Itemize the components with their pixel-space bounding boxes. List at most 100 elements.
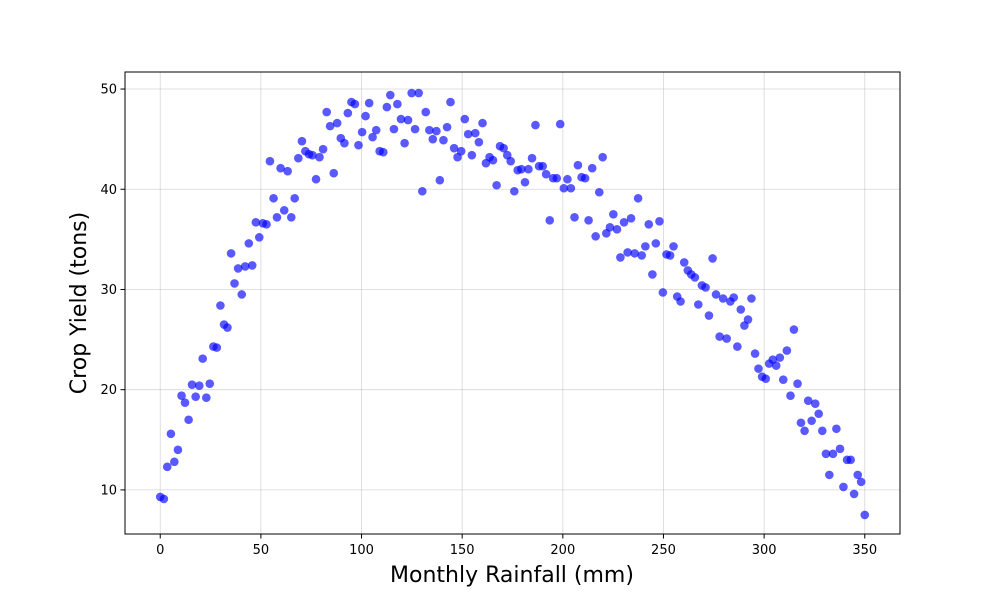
scatter-point xyxy=(162,462,172,472)
scatter-point xyxy=(474,137,484,147)
scatter-point xyxy=(619,218,629,227)
scatter-point xyxy=(796,418,806,428)
plot-area xyxy=(125,72,900,534)
x-axis-title: Monthly Rainfall (mm) xyxy=(390,563,634,588)
x-tick-label: 300 xyxy=(752,543,777,558)
scatter-point xyxy=(308,150,317,160)
scatter-point xyxy=(598,152,607,162)
scatter-point xyxy=(633,193,643,203)
scatter-point xyxy=(846,455,855,465)
scatter-point xyxy=(184,415,193,425)
scatter-point xyxy=(531,120,540,130)
scatter-point xyxy=(166,429,176,439)
scatter-point xyxy=(637,251,647,260)
x-tick-label: 0 xyxy=(156,543,164,558)
scatter-point xyxy=(177,391,186,401)
scatter-point xyxy=(616,253,625,262)
scatter-point xyxy=(541,169,551,179)
scatter-point xyxy=(527,153,537,163)
scatter-point xyxy=(286,213,296,222)
scatter-point xyxy=(230,279,239,288)
scatter-point xyxy=(283,166,292,176)
scatter-point xyxy=(269,193,278,203)
scatter-point xyxy=(400,138,409,148)
scatter-point xyxy=(442,122,452,132)
scatter-point xyxy=(750,349,760,358)
scatter-point xyxy=(216,301,225,310)
scatter-point xyxy=(340,138,349,148)
scatter-point xyxy=(421,107,431,117)
scatter-point xyxy=(226,249,236,258)
scatter-point xyxy=(389,124,399,134)
scatter-point xyxy=(276,163,285,173)
scatter-point xyxy=(297,136,307,146)
scatter-point xyxy=(350,99,360,109)
scatter-point xyxy=(262,220,271,229)
scatter-point xyxy=(191,392,200,402)
scatter-point xyxy=(651,239,661,248)
x-tick-label: 350 xyxy=(852,543,877,558)
scatter-point xyxy=(793,379,802,388)
scatter-point xyxy=(456,146,466,156)
scatter-point xyxy=(676,297,685,306)
scatter-point xyxy=(555,119,565,129)
scatter-point xyxy=(470,128,480,138)
scatter-point xyxy=(449,143,459,153)
y-axis-title: Crop Yield (tons) xyxy=(67,212,92,394)
scatter-point xyxy=(524,164,533,174)
scatter-point xyxy=(609,210,618,219)
scatter-point xyxy=(729,293,739,302)
scatter-point xyxy=(357,127,367,137)
scatter-point xyxy=(789,325,799,334)
scatter-point xyxy=(849,489,859,499)
scatter-point xyxy=(814,409,823,419)
scatter-point xyxy=(630,249,639,258)
scatter-point xyxy=(517,164,526,174)
scatter-point xyxy=(407,88,416,98)
scatter-point xyxy=(594,187,604,197)
scatter-point xyxy=(205,379,215,388)
scatter-point xyxy=(538,161,547,171)
scatter-point xyxy=(393,99,402,109)
scatter-point xyxy=(279,206,289,215)
scatter-point xyxy=(233,264,243,273)
scatter-point xyxy=(460,114,470,124)
scatter-point xyxy=(623,248,632,257)
y-tick-label: 30 xyxy=(100,283,117,298)
scatter-point xyxy=(825,470,834,480)
scatter-point xyxy=(194,381,204,390)
scatter-point xyxy=(439,135,448,145)
x-tick-label: 100 xyxy=(349,543,374,558)
x-tick-label: 200 xyxy=(550,543,575,558)
scatter-point xyxy=(240,262,250,271)
scatter-point xyxy=(467,150,477,160)
scatter-point xyxy=(410,124,420,134)
scatter-point xyxy=(343,108,353,118)
scatter-point xyxy=(198,354,207,363)
scatter-point xyxy=(311,174,321,184)
scatter-point xyxy=(856,477,866,487)
scatter-point xyxy=(492,180,501,190)
x-tick-label: 50 xyxy=(253,543,270,558)
x-tick-label: 250 xyxy=(651,543,676,558)
scatter-point xyxy=(690,273,700,282)
scatter-point xyxy=(761,374,771,383)
scatter-point xyxy=(591,232,600,241)
scatter-point xyxy=(559,183,569,193)
scatter-point xyxy=(425,125,434,135)
scatter-point xyxy=(386,90,395,100)
scatter-point xyxy=(644,220,654,229)
scatter-point xyxy=(173,445,183,455)
scatter-point xyxy=(853,470,863,480)
scatter-point xyxy=(587,163,597,173)
scatter-point xyxy=(566,183,576,193)
scatter-point xyxy=(318,144,328,154)
scatter-point xyxy=(315,152,324,162)
scatter-point xyxy=(835,444,845,454)
scatter-point xyxy=(371,125,381,135)
scatter-point xyxy=(251,218,261,227)
scatter-point xyxy=(202,393,211,403)
plot-frame xyxy=(124,71,901,535)
scatter-point xyxy=(860,510,870,520)
